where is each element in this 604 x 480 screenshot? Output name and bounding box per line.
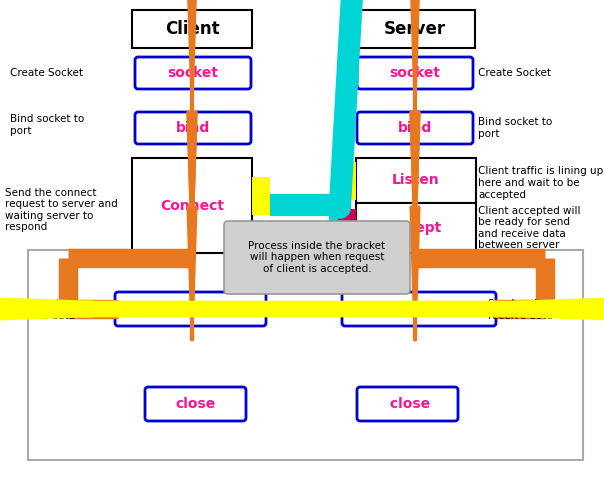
Text: Server: Server	[384, 20, 446, 38]
FancyBboxPatch shape	[135, 112, 251, 144]
Text: Accept: Accept	[390, 221, 443, 235]
FancyBboxPatch shape	[357, 112, 473, 144]
Text: Send the connect
request to server and
waiting server to
respond: Send the connect request to server and w…	[5, 188, 118, 232]
Bar	[28, 250, 583, 460]
Text: Connect: Connect	[160, 199, 224, 213]
FancyBboxPatch shape	[224, 221, 410, 294]
Bar	[132, 10, 252, 48]
Text: bind: bind	[176, 121, 210, 135]
Text: Process inside the bracket
will happen when request
of client is accepted.: Process inside the bracket will happen w…	[248, 241, 385, 274]
Bar	[252, 177, 270, 215]
Text: socket: socket	[390, 66, 440, 80]
FancyBboxPatch shape	[115, 292, 266, 326]
Text: Client traffic is lining up
here and wait to be
accepted: Client traffic is lining up here and wai…	[478, 167, 603, 200]
Text: Bind socket to
port: Bind socket to port	[478, 117, 552, 139]
Text: recvfrom/sendto: recvfrom/sendto	[132, 302, 248, 315]
Bar	[356, 158, 476, 203]
FancyBboxPatch shape	[135, 57, 251, 89]
FancyBboxPatch shape	[357, 57, 473, 89]
Text: Listen: Listen	[392, 173, 440, 188]
FancyBboxPatch shape	[342, 292, 496, 326]
Bar	[338, 162, 356, 200]
Text: bind: bind	[398, 121, 432, 135]
Text: socket: socket	[167, 66, 219, 80]
FancyBboxPatch shape	[357, 387, 458, 421]
Bar	[132, 158, 252, 253]
Text: close: close	[385, 397, 430, 411]
Text: Client: Client	[165, 20, 219, 38]
Text: Send and
receive data: Send and receive data	[10, 299, 75, 321]
Text: Create Socket: Create Socket	[478, 68, 551, 78]
FancyBboxPatch shape	[145, 387, 246, 421]
Bar	[355, 10, 475, 48]
Text: sendto/recvfrom: sendto/recvfrom	[361, 302, 477, 315]
Text: close: close	[175, 397, 216, 411]
Text: Client accepted will
be ready for send
and receive data
between server: Client accepted will be ready for send a…	[478, 205, 580, 251]
Bar	[356, 203, 476, 253]
Bar	[338, 209, 356, 253]
Text: Create Socket: Create Socket	[10, 68, 83, 78]
Text: Bind socket to
port: Bind socket to port	[10, 114, 84, 136]
Text: Send and
receive data: Send and receive data	[488, 299, 553, 321]
